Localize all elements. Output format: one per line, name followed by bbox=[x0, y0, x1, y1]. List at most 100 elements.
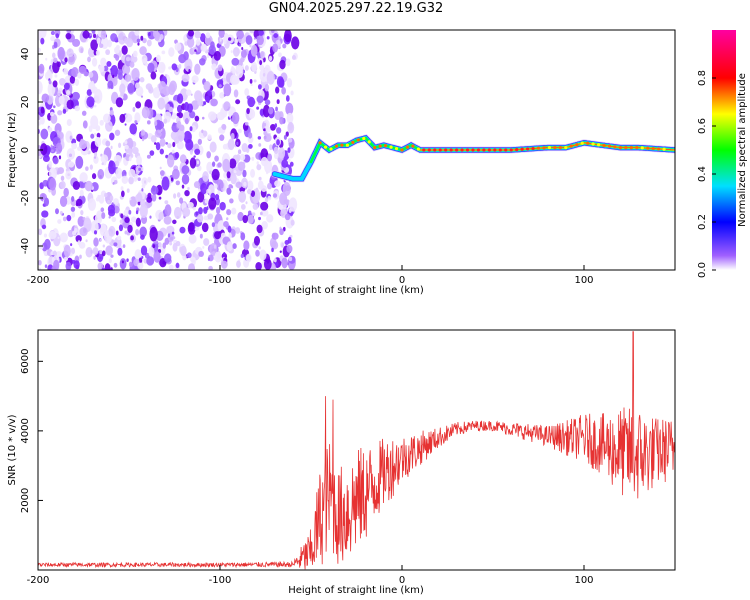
ridge-spot bbox=[613, 145, 617, 149]
noise-blob bbox=[222, 158, 231, 173]
noise-blob bbox=[272, 43, 279, 53]
ridge-spot bbox=[558, 146, 562, 150]
noise-blob bbox=[78, 46, 84, 54]
noise-blob bbox=[206, 161, 213, 173]
noise-blob bbox=[286, 244, 293, 253]
noise-blob bbox=[230, 132, 235, 140]
noise-blob bbox=[182, 254, 187, 261]
noise-blob bbox=[239, 153, 246, 161]
noise-blob bbox=[216, 111, 225, 121]
noise-blob bbox=[261, 221, 268, 230]
noise-blob bbox=[48, 231, 57, 240]
noise-blob bbox=[74, 228, 78, 234]
noise-blob bbox=[38, 121, 41, 126]
noise-blob bbox=[94, 152, 98, 157]
x-tick-label: 0 bbox=[399, 275, 405, 286]
noise-blob bbox=[223, 252, 226, 256]
noise-blob bbox=[260, 201, 269, 211]
noise-blob bbox=[177, 93, 184, 104]
noise-blob bbox=[140, 234, 145, 240]
noise-blob bbox=[206, 151, 211, 159]
noise-blob bbox=[119, 83, 126, 94]
noise-blob bbox=[53, 105, 56, 109]
noise-blob bbox=[247, 180, 254, 191]
noise-blob bbox=[100, 154, 109, 164]
ridge-spot bbox=[542, 146, 546, 150]
noise-blob bbox=[194, 63, 201, 75]
noise-blob bbox=[197, 138, 202, 145]
noise-blob bbox=[216, 79, 225, 89]
ridge-spot bbox=[498, 148, 502, 152]
noise-blob bbox=[51, 149, 54, 153]
noise-blob bbox=[164, 200, 169, 205]
noise-blob bbox=[268, 55, 273, 62]
noise-blob bbox=[113, 180, 118, 185]
noise-blob bbox=[115, 46, 120, 54]
noise-blob bbox=[66, 89, 71, 96]
noise-blob bbox=[170, 130, 179, 141]
noise-blob bbox=[80, 181, 84, 188]
noise-blob bbox=[195, 38, 201, 46]
ridge-spot bbox=[504, 148, 508, 152]
noise-blob bbox=[250, 83, 253, 86]
noise-blob bbox=[159, 138, 166, 147]
noise-blob bbox=[188, 68, 191, 73]
noise-blob bbox=[226, 171, 231, 179]
ridge-spot bbox=[460, 148, 464, 152]
noise-blob bbox=[93, 230, 98, 235]
noise-blob bbox=[173, 206, 182, 219]
noise-blob bbox=[55, 33, 60, 39]
x-tick-label: -200 bbox=[27, 275, 50, 286]
noise-blob bbox=[172, 168, 180, 180]
noise-blob bbox=[207, 134, 212, 141]
noise-blob bbox=[55, 208, 59, 215]
ridge-spot bbox=[591, 142, 595, 146]
noise-blob bbox=[101, 212, 106, 219]
noise-blob bbox=[223, 39, 227, 45]
noise-blob bbox=[181, 173, 190, 185]
ridge-spot bbox=[400, 148, 404, 152]
noise-blob bbox=[141, 177, 148, 186]
noise-blob bbox=[90, 133, 95, 139]
noise-blob bbox=[38, 244, 44, 250]
noise-blob bbox=[203, 101, 207, 105]
noise-blob bbox=[67, 229, 74, 238]
noise-blob bbox=[110, 33, 118, 42]
noise-blob bbox=[182, 111, 191, 123]
noise-blob bbox=[273, 258, 277, 263]
noise-blob bbox=[137, 177, 141, 181]
x-tick-label: 100 bbox=[574, 275, 593, 286]
y-tick-label: 4000 bbox=[20, 418, 31, 443]
colorbar-tick-label: 0.6 bbox=[697, 118, 708, 134]
colorbar-tick-label: 0.2 bbox=[697, 214, 708, 230]
noise-blob bbox=[211, 161, 216, 167]
noise-blob bbox=[93, 156, 97, 159]
noise-blob bbox=[234, 227, 241, 234]
noise-blob bbox=[255, 249, 260, 257]
noise-blob bbox=[79, 254, 82, 259]
noise-blob bbox=[172, 141, 176, 148]
noise-blob bbox=[102, 244, 106, 248]
noise-blob bbox=[91, 80, 94, 85]
noise-blob bbox=[137, 262, 144, 270]
noise-blob bbox=[105, 245, 113, 256]
noise-blob bbox=[85, 247, 93, 258]
noise-blob bbox=[63, 104, 66, 107]
ridge-spot bbox=[444, 148, 448, 152]
noise-blob bbox=[134, 120, 138, 124]
noise-blob bbox=[263, 128, 266, 132]
noise-blob bbox=[70, 247, 76, 255]
noise-blob bbox=[275, 86, 280, 94]
noise-blob bbox=[217, 190, 221, 196]
noise-blob bbox=[148, 246, 155, 258]
noise-blob bbox=[202, 171, 209, 182]
noise-blob bbox=[194, 31, 202, 39]
noise-blob bbox=[276, 139, 280, 146]
noise-blob bbox=[189, 149, 193, 155]
noise-blob bbox=[207, 257, 211, 261]
snr-series-line bbox=[38, 331, 675, 570]
noise-blob bbox=[116, 235, 122, 241]
ridge-spot bbox=[455, 148, 459, 152]
noise-blob bbox=[267, 195, 272, 201]
noise-blob bbox=[203, 206, 208, 214]
